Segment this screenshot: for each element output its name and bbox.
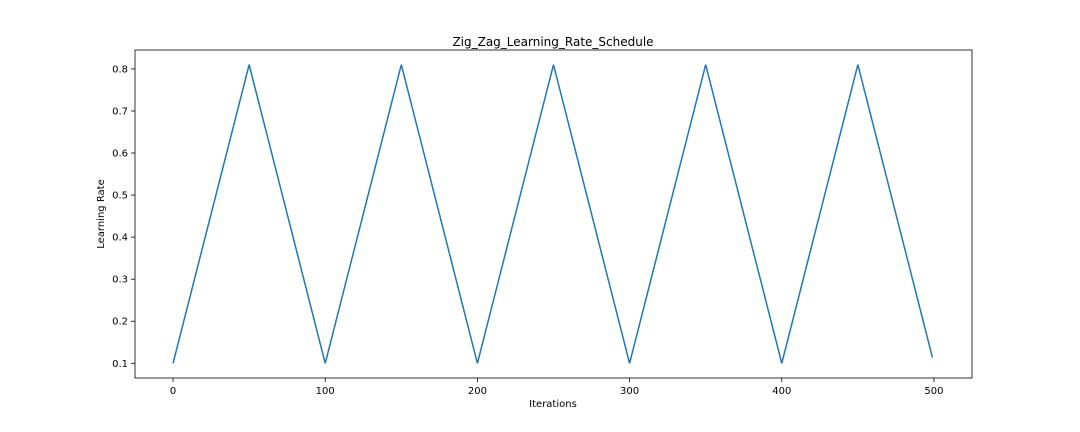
- plot-frame: [134, 49, 973, 379]
- y-tick-label: 0.8: [112, 64, 128, 75]
- x-tick-label: 300: [620, 386, 639, 397]
- y-tick-label: 0.5: [112, 191, 128, 202]
- chart-title: Zig_Zag_Learning_Rate_Schedule: [452, 35, 653, 49]
- x-tick-label: 200: [468, 386, 487, 397]
- plot-area: 0 100 200 300 400 500 0.1 0.2 0.3 0.4 0.5 0.6 0.7 0.8: [112, 64, 943, 397]
- y-tick-label: 0.3: [112, 275, 128, 286]
- y-tick-label: 0.6: [112, 149, 128, 160]
- y-tick-label: 0.1: [112, 359, 128, 370]
- y-axis-label: Learning Rate: [96, 179, 107, 249]
- x-axis-label: Iterations: [529, 399, 577, 410]
- x-tick-label: 400: [772, 386, 791, 397]
- x-tick-label: 0: [170, 386, 176, 397]
- y-tick-label: 0.4: [112, 233, 128, 244]
- x-tick-label: 500: [924, 386, 943, 397]
- x-tick-label: 100: [316, 386, 335, 397]
- series-line: [172, 64, 934, 364]
- y-tick-label: 0.7: [112, 106, 128, 117]
- y-tick-label: 0.2: [112, 317, 128, 328]
